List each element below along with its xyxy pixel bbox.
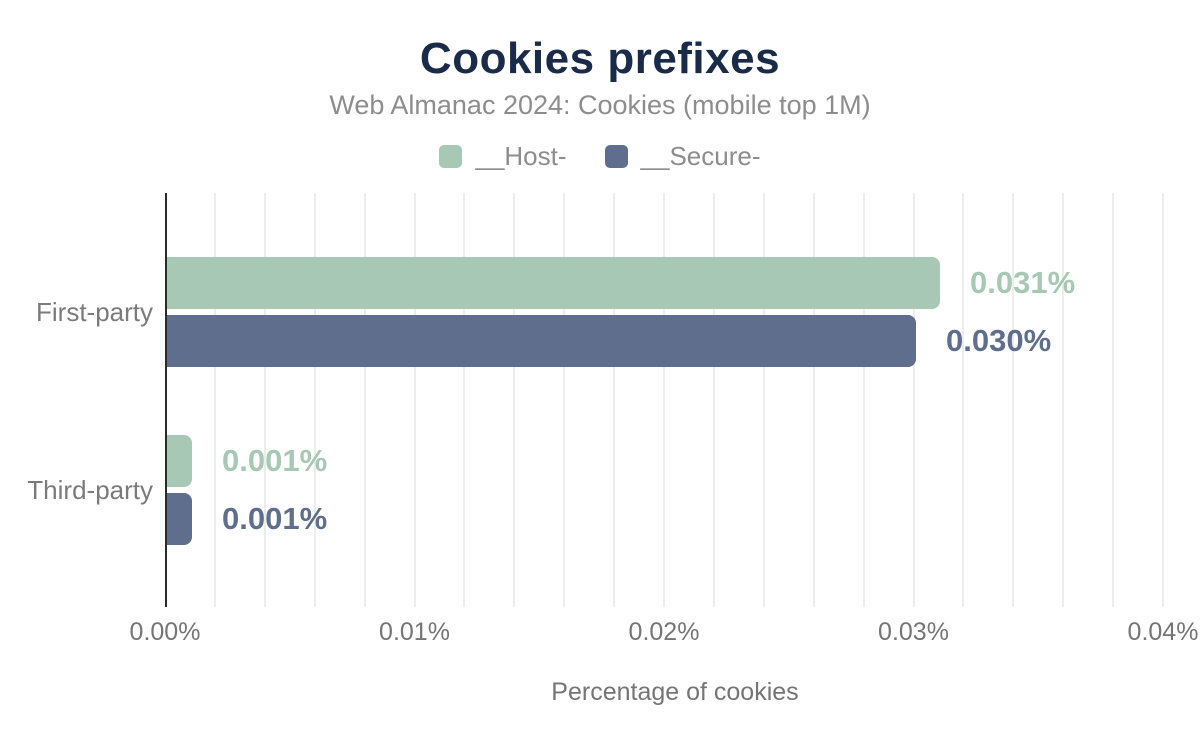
gridline [962,193,965,607]
gridline [1012,193,1015,607]
gridline [712,193,715,607]
legend-label: __Secure- [640,141,761,171]
gridline [563,193,566,607]
bar-first-party-secure [167,315,916,367]
gridline [1162,193,1164,607]
gridline [762,193,765,607]
legend-label: __Host- [475,141,567,171]
value-label-first-party-host: 0.031% [970,265,1076,300]
x-tick-label: 0.01% [379,618,450,646]
gridline [912,193,915,607]
chart-subtitle: Web Almanac 2024: Cookies (mobile top 1M… [329,90,871,120]
gridline [1112,193,1115,607]
legend-item-secure: __Secure- [604,141,761,172]
gridline [263,193,266,607]
gridline [413,193,416,607]
x-tick-label: 0.02% [628,618,700,646]
gridline [313,193,316,607]
category-label-third-party: Third-party [27,475,153,505]
x-tick-label: 0.00% [129,618,201,646]
gridline [1062,193,1065,607]
value-label-third-party-host: 0.001% [222,443,328,478]
x-axis-title: Percentage of cookies [551,678,799,706]
gridline [862,193,865,607]
gridline [812,193,815,607]
legend-swatch-icon [439,145,463,168]
bar-third-party-secure [167,493,192,545]
category-label-first-party: First-party [36,297,153,327]
gridline [663,193,665,607]
bar-first-party-host [167,257,940,309]
legend-swatch-icon [604,145,628,168]
plot-area: 0.031% 0.030% 0.001% 0.001% [165,193,1164,607]
value-label-third-party-secure: 0.001% [222,501,328,536]
gridline [513,193,516,607]
gridline [363,193,366,607]
gridline [463,193,466,607]
legend: __Host- __Secure- [0,141,1200,172]
chart-title: Cookies prefixes [419,34,781,83]
value-label-first-party-secure: 0.030% [946,323,1052,358]
legend-item-host: __Host- [439,141,567,172]
x-tick-label: 0.03% [878,618,949,646]
y-axis-line [165,193,167,607]
x-tick-label: 0.04% [1127,618,1199,646]
gridline [613,193,616,607]
bar-third-party-host [167,435,192,487]
gridline [213,193,216,607]
